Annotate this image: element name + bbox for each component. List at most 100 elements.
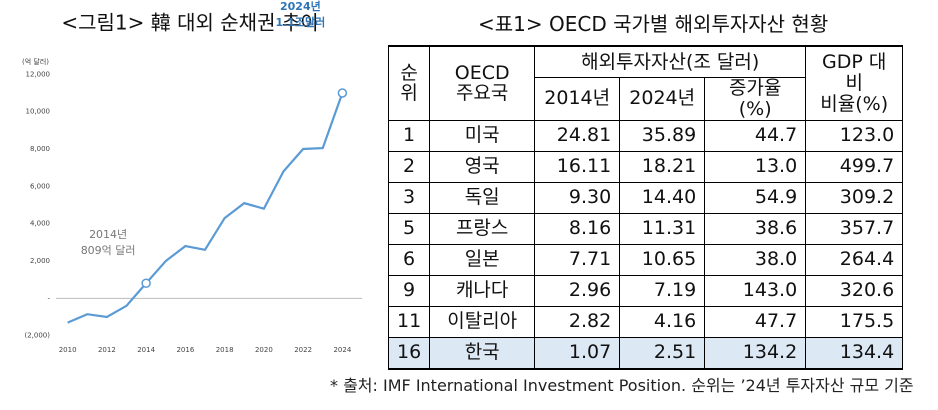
table-cell: 증가율(%) [704, 77, 807, 121]
table-cell: 35.89 [619, 119, 706, 152]
table-cell: 독일 [429, 181, 536, 214]
table-cell: 2014년 [534, 77, 621, 121]
cell-line: 비율(%) [820, 92, 889, 115]
table-cell: 134.4 [805, 336, 904, 370]
table-row: 2014년 2024년 증가율(%) [389, 77, 903, 121]
table-cell: 해외투자자산(조 달러) [534, 45, 807, 78]
x-tick-label: 2012 [98, 346, 116, 354]
table-cell: 한국 [429, 336, 536, 370]
annotation: 2024년 [280, 0, 321, 13]
table-cell: 일본 [429, 243, 536, 276]
annotation: 809억 달러 [81, 244, 136, 257]
table-cell: 11 [387, 305, 431, 338]
cell-line: 순 [400, 61, 418, 84]
table-cell: 4.16 [619, 305, 706, 338]
chart: <그림1> 韓 대외 순채권 추이 (억 달러) 12,000 10,000 8,0… [22, 0, 362, 354]
table-cell: 2.96 [534, 274, 621, 307]
table-cell: 134.2 [704, 336, 807, 370]
highlight-point [337, 88, 348, 98]
table-cell: 10.65 [619, 243, 706, 276]
table-cell: 38.0 [704, 243, 807, 276]
x-tick-label: 2016 [176, 346, 194, 354]
table-row: 9 캐나다 2.96 7.19 143.0 320.6 [387, 274, 904, 307]
table-cell: 264.4 [805, 243, 904, 276]
table-row: 6 일본 7.71 10.65 38.0 264.4 [387, 243, 904, 276]
line [67, 92, 344, 324]
chart-title: <그림1> 韓 대외 순채권 추이 [61, 11, 318, 35]
table-cell: 14.40 [619, 181, 706, 214]
table-cell: GDP 대비 비율(%) [805, 44, 904, 121]
cell-line: GDP 대비 [822, 51, 887, 94]
table: 순 위 OECD 주요국 해외투자자산(조 달러) GDP 대비 비율(%) 2014년 202… [387, 44, 904, 370]
x-tick-label: 2022 [294, 346, 312, 354]
annotation: 1.1조달러 [275, 15, 325, 29]
y-tick-label: (2,000) [24, 332, 50, 340]
table-cell: 47.7 [704, 305, 807, 338]
table-cell: 357.7 [805, 212, 904, 245]
table-cell: 175.5 [805, 305, 904, 338]
table-cell: 프랑스 [429, 212, 536, 245]
table-cell: 5 [387, 212, 431, 245]
table-cell: 54.9 [704, 181, 807, 214]
table-row: 11 이탈리아 2.82 4.16 47.7 175.5 [387, 305, 904, 338]
table-row: 3 독일 9.30 14.40 54.9 309.2 [387, 181, 904, 214]
table-cell: 미국 [429, 119, 536, 152]
table-cell: 24.81 [534, 119, 621, 152]
cell-line: 주요국 [455, 82, 509, 105]
table-cell: 13.0 [704, 150, 807, 183]
table-cell: 16.11 [534, 150, 621, 183]
x-tick-label: 2018 [216, 346, 234, 354]
table-row: 1 미국 24.81 35.89 44.7 123.0 [387, 119, 904, 152]
table-cell: 8.16 [534, 212, 621, 245]
table-cell: 123.0 [805, 119, 904, 152]
table-cell: 2 [387, 150, 431, 183]
table-title: <표1> OECD 국가별 해외투자자산 현황 [478, 12, 829, 36]
table-cell: 7.71 [534, 243, 621, 276]
table-cell: 1.07 [534, 336, 621, 370]
table-cell: 309.2 [805, 181, 904, 214]
footnote: * 출처: IMF International Investment Posit… [330, 376, 914, 395]
highlight-point [141, 278, 151, 288]
x-tick-label: 2010 [59, 346, 77, 354]
table-cell: 2024년 [619, 77, 706, 121]
table-cell: 320.6 [805, 274, 904, 307]
y-tick-label: - [47, 294, 50, 302]
x-tick-label: 2020 [255, 346, 273, 354]
y-tick-label: 6,000 [30, 182, 50, 190]
table-cell: 44.7 [704, 119, 807, 152]
table-cell: 캐나다 [429, 274, 536, 307]
x-tick-label: 2024 [333, 346, 351, 354]
table-cell: 143.0 [704, 274, 807, 307]
table-row: 5 프랑스 8.16 11.31 38.6 357.7 [387, 212, 904, 245]
table-cell: 9 [387, 274, 431, 307]
table-cell: 9.30 [534, 181, 621, 214]
cell-line: OECD [454, 61, 510, 84]
table-cell: 2.51 [619, 336, 706, 370]
y-tick-label: 2,000 [30, 257, 50, 265]
y-tick-label: 12,000 [26, 70, 51, 78]
table-cell: 2.82 [534, 305, 621, 338]
cell-line: 위 [400, 82, 418, 105]
table-cell: 18.21 [619, 150, 706, 183]
table-cell: 7.19 [619, 274, 706, 307]
table-cell: 38.6 [704, 212, 807, 245]
table-cell: 11.31 [619, 212, 706, 245]
y-tick-label: 10,000 [26, 108, 51, 116]
y-axis-label: (억 달러) [22, 57, 49, 66]
table-row: 2 영국 16.11 18.21 13.0 499.7 [387, 150, 904, 183]
table-cell: 6 [387, 243, 431, 276]
table-cell: 영국 [429, 150, 536, 183]
annotation: 2014년 [89, 228, 127, 241]
x-tick-label: 2014 [137, 346, 155, 354]
table-cell: 499.7 [805, 150, 904, 183]
table-row: 16 한국 1.07 2.51 134.2 134.4 [387, 336, 904, 370]
y-tick-label: 8,000 [30, 145, 50, 153]
table-cell: 이탈리아 [429, 305, 536, 338]
table-cell: 3 [387, 181, 431, 214]
y-tick-label: 4,000 [30, 220, 50, 228]
table-cell: OECD 주요국 [429, 44, 536, 121]
table-cell: 16 [387, 336, 431, 370]
table-row: 순 위 OECD 주요국 해외투자자산(조 달러) GDP 대비 비율(%) [387, 44, 904, 121]
